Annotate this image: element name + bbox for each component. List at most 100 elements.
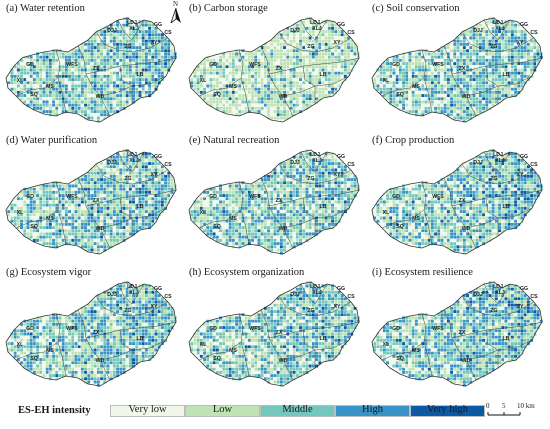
raster-cell <box>141 81 145 85</box>
raster-cell <box>417 68 422 72</box>
raster-cell <box>286 197 290 201</box>
raster-cell <box>286 45 290 50</box>
raster-cell <box>87 100 91 104</box>
raster-cell <box>340 181 344 185</box>
raster-cell <box>61 219 65 223</box>
raster-cell <box>491 61 495 66</box>
raster-cell <box>289 184 293 188</box>
raster-cell <box>93 42 97 47</box>
raster-cell <box>122 184 126 188</box>
raster-cell <box>35 81 40 85</box>
raster-cell <box>77 97 81 101</box>
raster-cell <box>507 23 511 27</box>
region-outline <box>188 17 360 123</box>
raster-cell <box>462 61 467 66</box>
raster-cell <box>494 100 499 104</box>
raster-cell <box>453 52 457 56</box>
raster-cell <box>340 49 344 53</box>
raster-cell <box>218 55 223 59</box>
raster-cell <box>160 42 165 47</box>
raster-cell <box>292 187 296 191</box>
raster-cell <box>125 165 129 169</box>
raster-cell <box>35 206 40 211</box>
raster-cell <box>266 97 271 101</box>
raster-cell <box>141 52 145 56</box>
raster-cell <box>77 68 81 72</box>
raster-cell <box>71 216 75 220</box>
raster-cell <box>115 203 120 207</box>
raster-cell <box>125 171 129 175</box>
raster-cell <box>311 171 316 175</box>
raster-cell <box>157 55 161 59</box>
raster-cell <box>77 213 81 217</box>
raster-cell <box>16 216 21 220</box>
raster-cell <box>39 106 43 111</box>
raster-cell <box>523 74 527 79</box>
raster-cell <box>302 171 306 175</box>
raster-cell <box>260 52 264 56</box>
raster-cell <box>135 171 139 175</box>
raster-cell <box>154 68 158 72</box>
raster-cell <box>77 203 81 207</box>
raster-cell <box>135 219 139 223</box>
raster-cell <box>99 216 104 220</box>
raster-cell <box>504 55 508 59</box>
raster-cell <box>193 81 197 85</box>
raster-cell <box>517 71 521 75</box>
raster-cell <box>282 49 287 53</box>
raster-cell <box>440 49 444 53</box>
raster-cell <box>286 161 290 166</box>
raster-cell <box>99 219 104 223</box>
raster-cell <box>273 106 277 111</box>
raster-cell <box>266 52 271 56</box>
raster-cell <box>305 203 309 207</box>
raster-cell <box>147 49 152 53</box>
raster-cell <box>19 200 24 204</box>
raster-cell <box>55 193 59 198</box>
raster-cell <box>238 90 242 95</box>
raster-cell <box>238 93 242 98</box>
raster-cell <box>42 55 46 59</box>
raster-cell <box>222 68 226 72</box>
raster-cell <box>318 168 322 172</box>
raster-cell <box>526 52 531 56</box>
raster-cell <box>144 216 149 220</box>
raster-cell <box>115 77 120 82</box>
raster-cell <box>119 184 123 188</box>
raster-cell <box>154 161 158 166</box>
raster-cell <box>147 190 152 195</box>
raster-cell <box>507 58 511 63</box>
raster-cell <box>10 77 14 82</box>
raster-cell <box>520 68 524 72</box>
raster-cell <box>103 206 107 211</box>
raster-cell <box>144 155 149 159</box>
raster-cell <box>504 77 508 82</box>
raster-cell <box>286 87 290 91</box>
raster-cell <box>218 74 223 79</box>
raster-cell <box>87 84 91 88</box>
raster-cell <box>103 61 107 66</box>
raster-cell <box>222 93 226 98</box>
raster-cell <box>497 39 502 43</box>
raster-cell <box>295 74 300 79</box>
raster-cell <box>289 52 293 56</box>
raster-cell <box>109 87 113 91</box>
raster-cell <box>453 106 457 111</box>
raster-cell <box>122 229 126 233</box>
raster-cell <box>453 116 457 120</box>
raster-cells <box>190 149 360 255</box>
raster-cell <box>42 68 46 72</box>
raster-cell <box>160 187 165 191</box>
raster-cell <box>157 45 161 50</box>
raster-cell <box>260 68 264 72</box>
raster-cell <box>106 177 110 182</box>
raster-cell <box>536 49 540 53</box>
raster-cell <box>64 241 69 246</box>
raster-cell <box>106 216 110 220</box>
raster-cell <box>147 58 152 63</box>
raster-cell <box>491 74 495 79</box>
raster-cell <box>87 200 91 204</box>
raster-cell <box>32 200 37 204</box>
raster-cell <box>163 68 168 72</box>
raster-cell <box>202 84 207 88</box>
